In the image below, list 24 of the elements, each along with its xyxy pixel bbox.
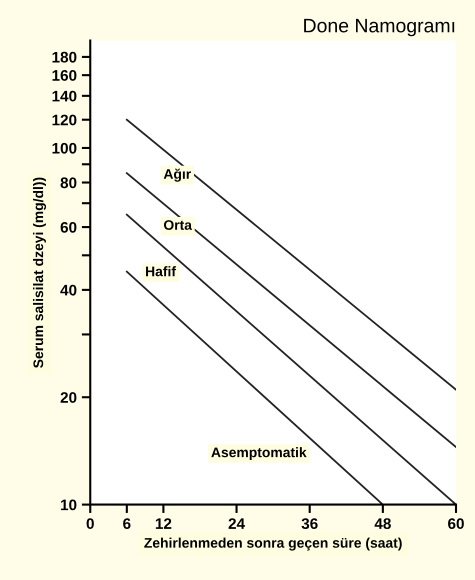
y-tick-label: 60 <box>60 222 76 233</box>
y-tick-label: 80 <box>60 177 76 188</box>
y-tick-label: 40 <box>60 284 76 296</box>
x-tick-label: 36 <box>302 518 318 530</box>
annotation: Orta <box>164 220 192 230</box>
annotation: Asemptomatik <box>211 447 307 460</box>
annotation: Hafif <box>146 266 176 276</box>
y-tick-label: 120 <box>52 114 76 126</box>
x-tick-label: 48 <box>374 518 391 530</box>
y-tick-label: 140 <box>52 90 76 102</box>
x-axis-title: Zehirlenmeden sonra geçen süre (saat) <box>144 538 402 551</box>
chart-title: Done Namogramı <box>304 18 454 36</box>
x-tick-label: 0 <box>86 518 94 530</box>
x-tick-label: 60 <box>448 518 464 530</box>
y-tick-label: 100 <box>52 142 76 154</box>
y-tick-label: 180 <box>52 52 76 63</box>
x-tick-label: 6 <box>123 518 131 530</box>
y-tick-label: 160 <box>52 70 76 81</box>
x-tick-label: 12 <box>156 518 172 529</box>
y-tick-label: 10 <box>61 499 76 510</box>
y-axis-title: Serum salisilat dzeyi (mg/dl)) <box>33 178 46 368</box>
x-tick-label: 24 <box>228 518 245 529</box>
y-tick-label: 20 <box>60 392 76 403</box>
annotation: Ağır <box>164 168 191 182</box>
